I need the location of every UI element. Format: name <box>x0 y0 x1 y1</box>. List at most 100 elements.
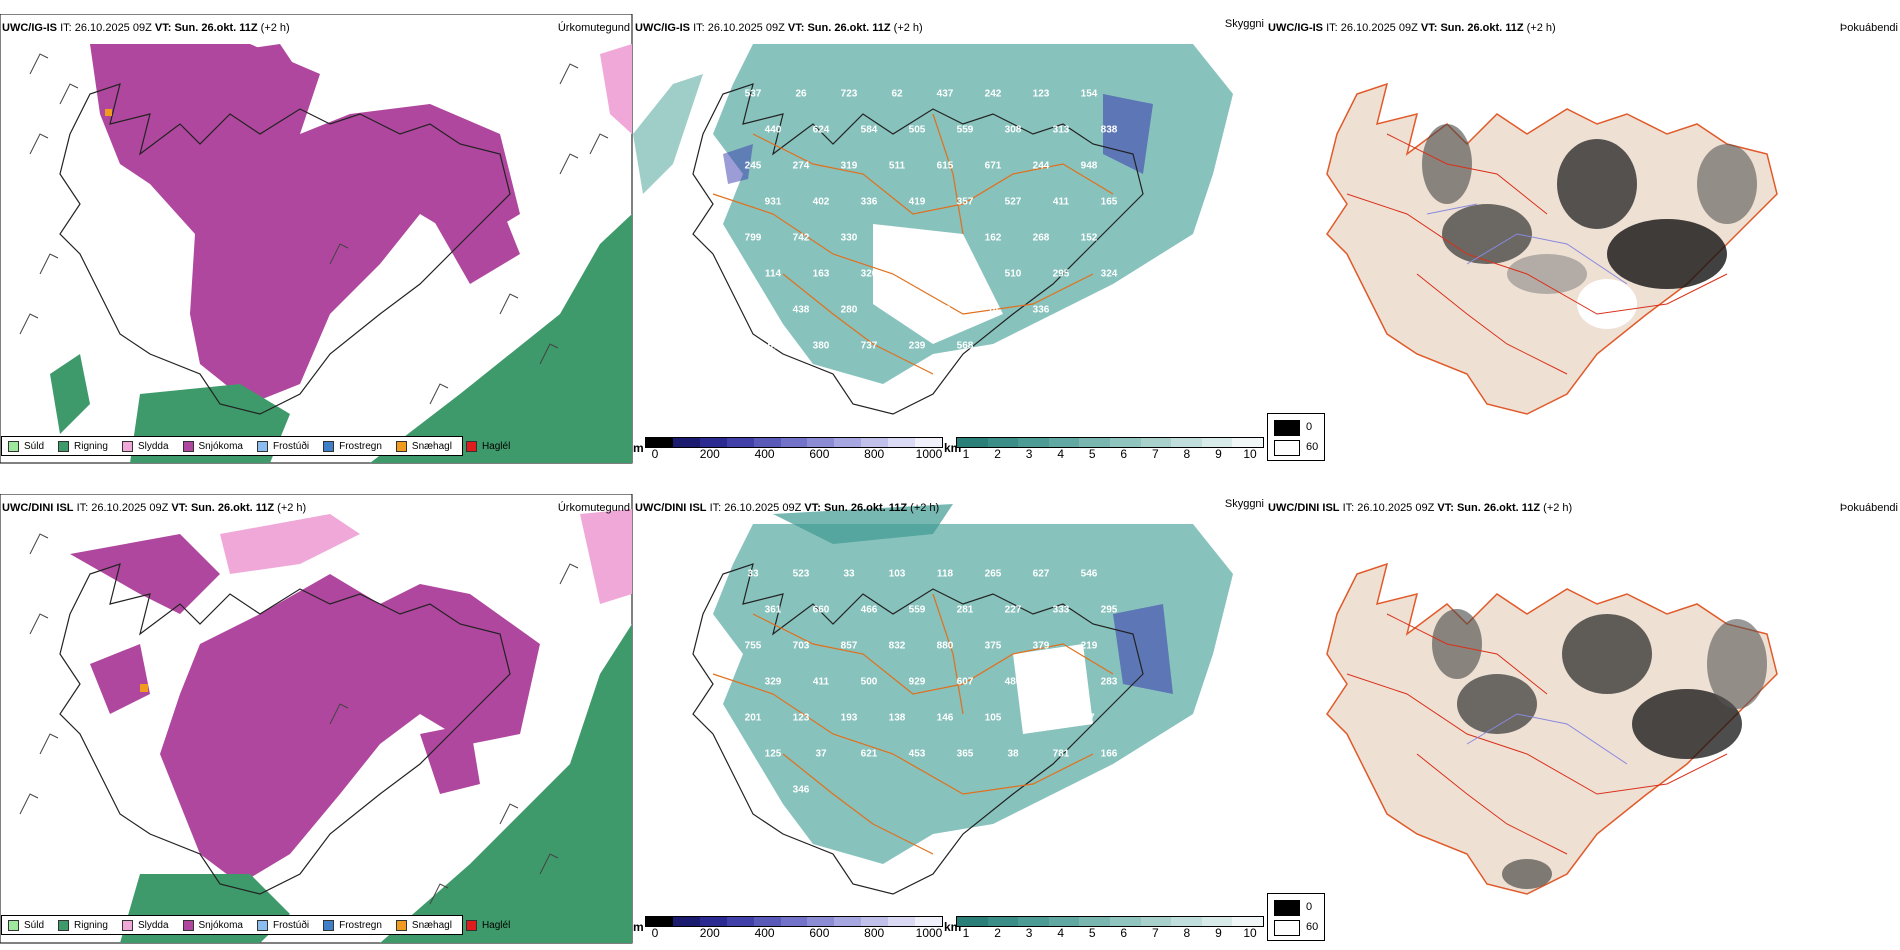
legend-label: Haglél <box>481 919 511 931</box>
it-value: 26.10.2025 09Z <box>1357 502 1435 514</box>
colorbar-tick: 7 <box>1151 447 1159 461</box>
it-value: 26.10.2025 09Z <box>1340 22 1418 34</box>
visibility-value: 929 <box>908 676 926 688</box>
visibility-value: 931 <box>764 196 782 208</box>
colorbar-height-m: m 0 200 400 600 800 1000 <box>633 437 943 461</box>
visibility-value: 123 <box>1032 88 1050 100</box>
it-label: IT: <box>693 22 705 34</box>
fog-key-low: 0 <box>1306 421 1313 433</box>
legend-swatch <box>182 919 194 931</box>
visibility-value: 511 <box>888 160 906 172</box>
visibility-value: 832 <box>888 640 906 652</box>
colorbar-unit: m <box>633 920 644 934</box>
vt-value: Sun. 26.okt. 11Z <box>1456 502 1541 514</box>
it-label: IT: <box>1342 502 1355 514</box>
colorbar-tick: 400 <box>754 447 775 461</box>
visibility-value: 537 <box>744 88 762 100</box>
colorbar-tick: 10 <box>1243 447 1257 461</box>
visibility-value: 245 <box>744 160 762 172</box>
model-name: UWC/DINI ISL <box>2 502 74 514</box>
visibility-value: 737 <box>860 340 878 352</box>
vt-label: VT: <box>1420 22 1438 34</box>
visibility-value: 49 <box>939 304 951 316</box>
visibility-value: 166 <box>1100 748 1118 760</box>
visibility-value: 38 <box>1007 748 1019 760</box>
visibility-value: 627 <box>1032 568 1050 580</box>
visibility-value: 510 <box>1004 268 1022 280</box>
visibility-value: 419 <box>908 196 926 208</box>
visibility-value: 232 <box>1080 304 1098 316</box>
colorbar-visibility-km: km 1 2 3 4 5 6 7 8 9 10 <box>944 437 1266 461</box>
legend-swatch <box>182 440 194 452</box>
visibility-value: 410 <box>908 268 926 280</box>
legend-item: Slydda <box>121 440 169 452</box>
visibility-value: 281 <box>956 604 974 616</box>
lead-time: (+2 h) <box>1526 22 1556 34</box>
fog-key-low: 0 <box>1306 901 1313 913</box>
colorbar-gradient <box>956 437 1264 448</box>
visibility-value: 466 <box>860 604 878 616</box>
colorbar-tick: 9 <box>1215 926 1222 940</box>
visibility-value: 530 <box>744 784 762 796</box>
visibility-map-1 <box>633 44 1233 415</box>
colorbar-gradient <box>956 916 1264 927</box>
lead-time: (+2 h) <box>1543 502 1573 514</box>
precip-type-legend: Súld Rigning Slydda Snjókoma Frostúði Frostre… <box>1 436 510 456</box>
legend-item: Frostúði <box>256 440 309 452</box>
visibility-value: 755 <box>744 640 762 652</box>
model-name: UWC/IG-IS <box>1268 22 1323 34</box>
panel-title-visibility: Skyggni <box>1224 498 1264 510</box>
visibility-value: 411 <box>1052 196 1070 208</box>
legend-swatch <box>121 919 133 931</box>
legend-label: Rigning <box>74 440 108 452</box>
fog-key-black <box>1274 900 1300 916</box>
legend-swatch <box>8 440 19 452</box>
colorbar-tick: 6 <box>1120 447 1128 461</box>
fog-index-map-2 <box>1326 562 1778 895</box>
colorbar-tick: 7 <box>1151 926 1159 940</box>
visibility-value: 114 <box>764 268 782 280</box>
row2-visibility-panel <box>633 494 1266 944</box>
colorbar-tick: 400 <box>754 926 775 940</box>
vt-label: VT: <box>154 22 172 34</box>
colorbar-tick: 800 <box>864 926 885 940</box>
visibility-value: 329 <box>764 676 782 688</box>
visibility-value: 227 <box>1004 604 1022 616</box>
lead-time: (+2 h) <box>277 502 307 514</box>
visibility-value: 57 <box>767 340 779 352</box>
visibility-value: 62 <box>891 88 903 100</box>
precip-type-map-1 <box>0 14 633 464</box>
visibility-value: 442 <box>1052 340 1070 352</box>
visibility-value: 584 <box>860 124 878 136</box>
legend-label: Snæhagl <box>411 919 452 931</box>
legend-item: Snæhagl <box>395 919 452 931</box>
panel-title-fog: Þokuábendi <box>1839 22 1898 34</box>
row1-fog-header: UWC/IG-IS IT: 26.10.2025 09Z VT: Sun. 26… <box>1268 22 1556 34</box>
it-value: 26.10.2025 09Z <box>74 22 152 34</box>
visibility-value: 414 <box>744 304 762 316</box>
fog-index-key: 0 60 <box>1267 413 1325 461</box>
colorbar-tick: 8 <box>1183 447 1191 461</box>
row2-precip-type-panel <box>0 494 633 944</box>
visibility-value: 624 <box>812 124 830 136</box>
visibility-value: 138 <box>888 712 906 724</box>
legend-label: Frostregn <box>339 440 382 452</box>
colorbar-tick: 1000 <box>915 447 943 461</box>
colorbar-tick: 5 <box>1088 926 1096 940</box>
row1-fog-panel <box>1267 14 1900 464</box>
visibility-value: 33 <box>747 568 759 580</box>
visibility-value: 125 <box>1032 712 1050 724</box>
visibility-value: 330 <box>840 232 858 244</box>
legend-item: Rigning <box>58 919 108 931</box>
visibility-value: 527 <box>1004 196 1022 208</box>
visibility-value: 346 <box>792 784 810 796</box>
visibility-value: 162 <box>984 232 1002 244</box>
row1-visibility-panel <box>633 14 1266 464</box>
visibility-value: 500 <box>860 676 878 688</box>
legend-label: Rigning <box>74 919 108 931</box>
legend-item: Haglél <box>465 440 510 452</box>
visibility-value: 948 <box>1080 160 1098 172</box>
visibility-value: 375 <box>984 640 1002 652</box>
visibility-value: 280 <box>840 304 858 316</box>
visibility-value: 154 <box>1080 88 1098 100</box>
